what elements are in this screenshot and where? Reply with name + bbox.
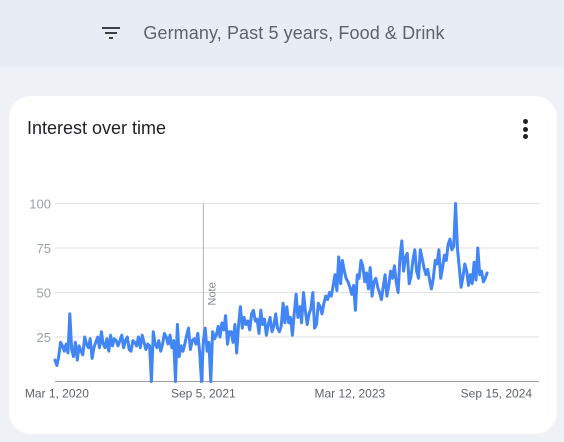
menu-dot [522,119,528,124]
interest-over-time-card: Interest over time 25 50 75 100 Note Mar 1, 2… [9,96,557,434]
menu-dot [522,126,528,132]
interest-line-chart[interactable]: 25 50 75 100 Note Mar 1, 2020 Sep 5, 2021 Mar 1… [9,96,557,434]
note-label: Note [206,282,218,305]
x-tick-label: Sep 5, 2021 [171,387,236,401]
filter-list-icon[interactable] [99,21,123,45]
menu-dot [522,134,528,139]
x-tick-label: Mar 12, 2023 [314,387,385,401]
y-tick-label: 50 [37,286,51,301]
filter-summary-text: Germany, Past 5 years, Food & Drink [143,22,445,43]
y-tick-label: 25 [37,330,51,345]
card-title: Interest over time [27,118,167,138]
x-tick-label: Mar 1, 2020 [25,387,89,401]
y-tick-label: 100 [29,197,51,212]
filter-bar[interactable]: Germany, Past 5 years, Food & Drink [0,0,564,66]
more-vert-icon[interactable] [514,116,536,142]
y-tick-label: 75 [37,241,51,256]
x-tick-label: Sep 15, 2024 [461,387,533,401]
interest-series-line [53,202,489,383]
